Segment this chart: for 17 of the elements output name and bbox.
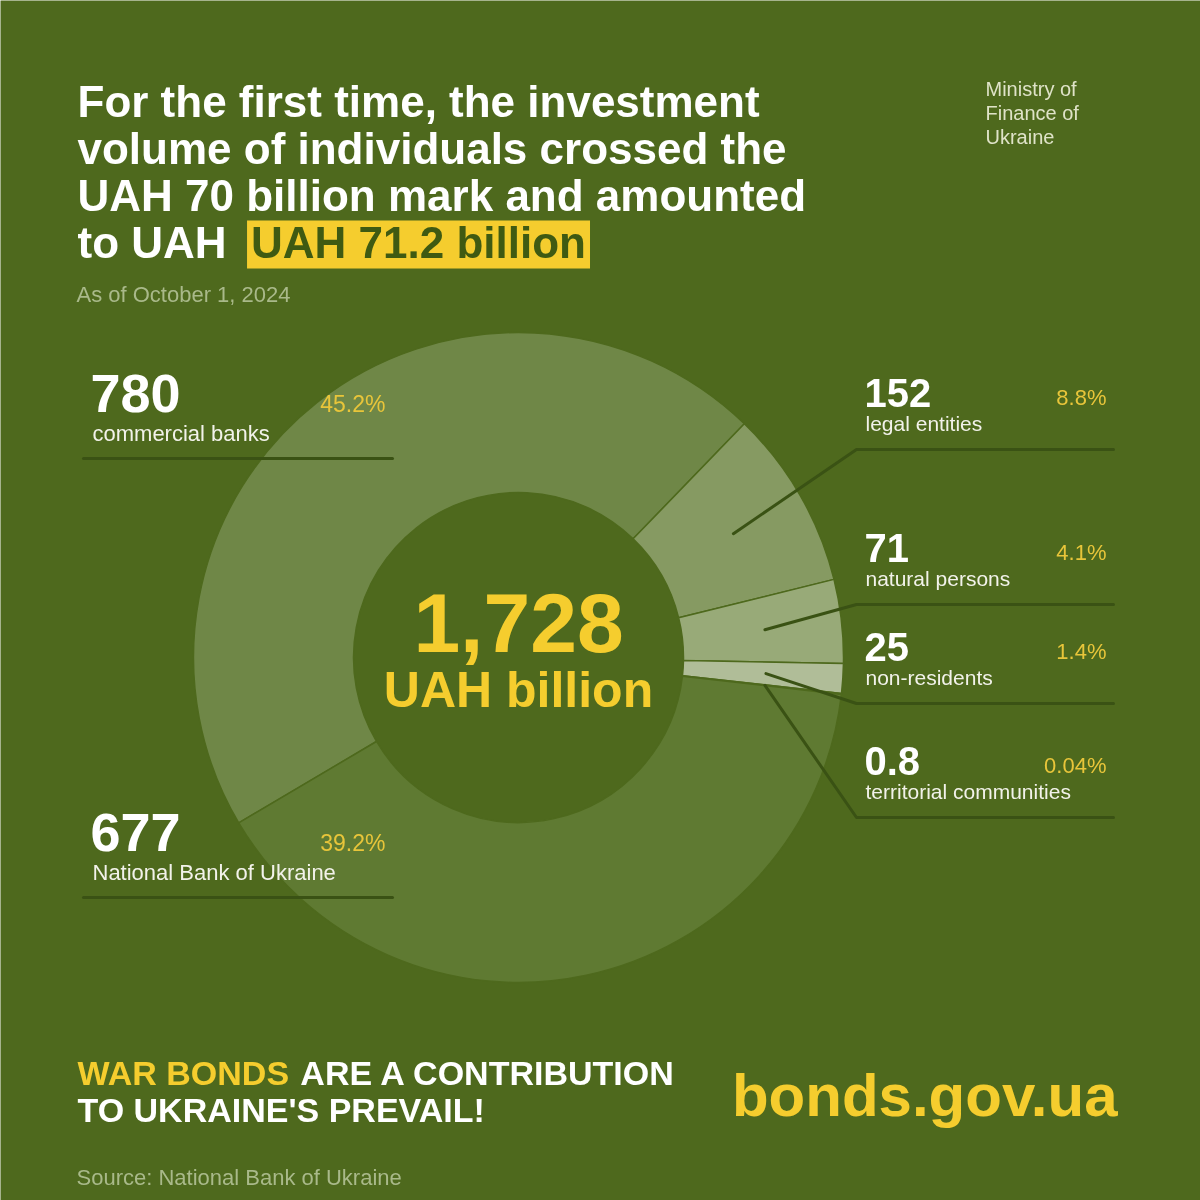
text: 39.2% [320, 830, 386, 857]
text: 45.2% [320, 391, 386, 418]
chart-subtitle: As of October 1, 2024 [76, 282, 291, 308]
text: 8.8% [1056, 385, 1107, 411]
chart-title: For the first time, the investment volume of individuals crossed the UAH 70 billion mark and amounted to UAH UAH 71.2 billion [77, 76, 807, 267]
text: 0.04% [1044, 753, 1107, 779]
text: Ministry of Finance of Ukraine [985, 77, 1080, 148]
slice-label: commercial banks [92, 421, 270, 447]
text: bonds.gov.ua [731, 1062, 1119, 1129]
slice-label: National Bank of Ukraine [92, 860, 336, 886]
text: WAR BONDS ARE A CONTRIBUTION TO UKRAINE'S PREVAIL! [77, 1053, 674, 1129]
data-label: 677 [90, 802, 181, 863]
text: 1.4% [1056, 639, 1107, 665]
data-label: 780 [90, 363, 181, 424]
source-note: Source: National Bank of Ukraine [76, 1165, 402, 1191]
text: 1,728 [413, 576, 624, 671]
text: 4.1% [1056, 540, 1107, 566]
